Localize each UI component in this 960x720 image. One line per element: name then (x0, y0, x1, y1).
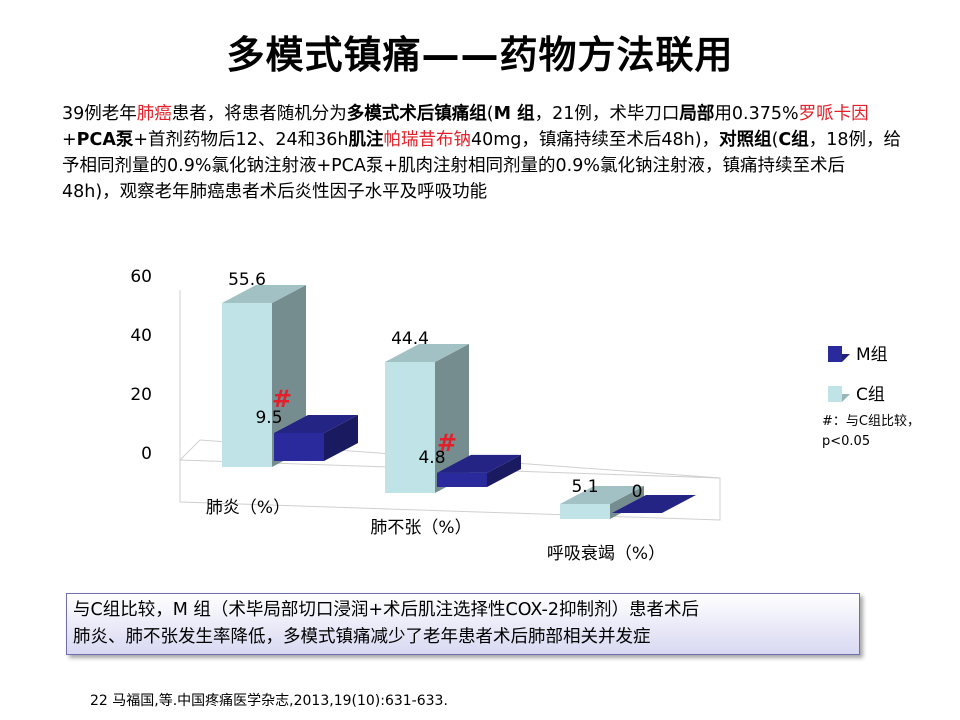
data-label-c: 55.6 (228, 270, 266, 290)
bar-c-group-top (222, 284, 306, 303)
y-tick-label: 40 (130, 326, 152, 346)
conclusion-line1: 与C组比较，M 组（术毕局部切口浸润+术后肌注选择性COX-2抑制剂）患者术后 (73, 600, 699, 620)
reference-citation: 22 马福国,等.中国疼痛医学杂志,2013,19(10):631-633. (90, 693, 448, 709)
bar-c-group (385, 344, 469, 493)
intro-text-run: ( (486, 104, 494, 124)
slide-title: 多模式镇痛——药物方法联用 (226, 33, 734, 77)
intro-text-run: 40mg，镇痛持续至术后48h)， (470, 130, 720, 150)
data-label-m: 9.5 (255, 408, 282, 428)
bar-m-group-front (274, 432, 324, 461)
study-description: 39例老年肺癌患者，将患者随机分为多模式术后镇痛组(M 组，21例，术毕刀口局部… (62, 101, 902, 205)
bar-c-group (222, 284, 306, 467)
intro-text-run: 用0.375% (714, 104, 799, 124)
intro-text-run: 对照组 (719, 130, 772, 150)
intro-text-run: 患者，将患者随机分为 (171, 104, 347, 124)
intro-text-run: 局部 (679, 104, 715, 124)
bar-m-group (612, 495, 696, 513)
intro-text-run: 肺癌 (136, 104, 172, 124)
bar-c-group-side (435, 344, 469, 493)
bar-m-group-top (274, 414, 358, 433)
y-tick-label: 0 (141, 444, 152, 464)
data-label-c: 5.1 (571, 477, 598, 497)
significance-mark: # (272, 385, 292, 413)
bar-c-group-top (560, 485, 644, 504)
intro-text-run: PCA泵 (76, 130, 134, 150)
legend-swatch (828, 346, 842, 362)
bar-m-group (437, 454, 521, 487)
bar-c-group-front (222, 302, 272, 467)
legend-label: C组 (856, 385, 885, 405)
intro-text-run: ( (771, 130, 779, 150)
intro-text-run: +首剂药物后12、24和36h (133, 130, 349, 150)
intro-text-run: 肌注 (348, 130, 384, 150)
significance-note: #：与C组比较， p<0.05 (822, 412, 920, 452)
conclusion-box: 与C组比较，M 组（术毕局部切口浸润+术后肌注选择性COX-2抑制剂）患者术后 … (66, 593, 860, 655)
significance-note-line2: p<0.05 (822, 434, 871, 449)
chart-floor-back-edge (179, 439, 721, 479)
bar-m-group-top (612, 495, 696, 513)
intro-text-run: 39例老年 (62, 104, 137, 124)
conclusion-line2: 肺炎、肺不张发生率降低，多模式镇痛减少了老年患者术后肺部相关并发症 (73, 627, 651, 647)
y-tick-label: 60 (130, 267, 152, 287)
y-tick-label: 20 (130, 385, 152, 405)
intro-text-run: 帕瑞昔布钠 (383, 130, 471, 150)
intro-text-run: + (62, 130, 77, 150)
data-label-c: 44.4 (391, 329, 429, 349)
legend-swatch (828, 386, 842, 402)
significance-note-line1: #：与C组比较， (822, 414, 920, 429)
bar-m-group (274, 414, 358, 461)
intro-text-run: 多模式术后镇痛组 (346, 104, 487, 124)
bar-m-group-front (437, 472, 487, 487)
bar-m-group-side (487, 454, 521, 487)
bar-c-group-front (385, 362, 435, 493)
intro-text-run: ，18例，给予相同剂量的0.9%氯化钠注射液+PCA泵+肌肉注射相同剂量的0.9… (62, 130, 902, 202)
legend-label: M组 (856, 345, 888, 365)
x-category-label: 呼吸衰竭（%） (547, 544, 665, 564)
bar-c-group-front (560, 503, 610, 519)
data-label-m: 4.8 (418, 448, 445, 468)
bar-m-group-top (437, 454, 521, 473)
intro-text-run: 罗哌卡因 (798, 104, 869, 124)
intro-text-run: ，21例，术毕刀口 (534, 104, 680, 124)
bar-c-group-top (385, 344, 469, 363)
intro-text-run: M 组 (493, 104, 535, 124)
significance-mark: # (437, 429, 457, 457)
x-category-label: 肺不张（%） (370, 518, 471, 538)
bar-m-group-side (324, 414, 358, 461)
intro-text-run: C组 (778, 130, 809, 150)
x-category-label: 肺炎（%） (206, 498, 290, 518)
data-label-m: 0 (632, 482, 643, 502)
